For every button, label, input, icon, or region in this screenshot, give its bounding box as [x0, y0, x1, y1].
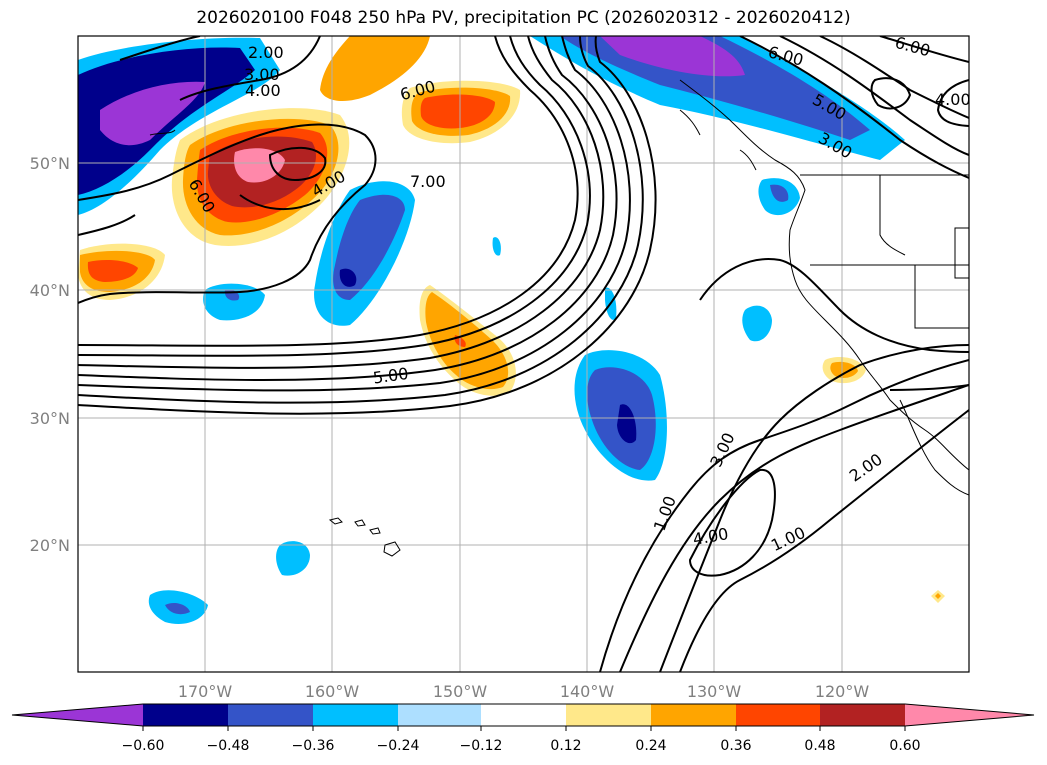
- colorbar-tick-label: −0.60: [122, 738, 165, 754]
- colorbar-segment: [820, 704, 905, 726]
- colorbar-tick-label: 0.48: [804, 738, 835, 754]
- contour-label: 3.00: [244, 65, 280, 84]
- colorbar: −0.60 −0.48 −0.36 −0.24 −0.12 0.12 0.24 …: [11, 703, 1035, 754]
- lat-label: 50°N: [30, 154, 70, 173]
- lon-label: 150°W: [433, 682, 488, 701]
- lon-label: 140°W: [560, 682, 615, 701]
- colorbar-tick-label: −0.12: [460, 738, 503, 754]
- contour-label: 2.00: [248, 43, 284, 62]
- contour-label: 5.00: [372, 364, 410, 388]
- coastlines: [149, 79, 969, 557]
- negative-precip-shading: [78, 36, 905, 625]
- colorbar-extend-low: [12, 704, 143, 726]
- colorbar-segment: [481, 704, 566, 726]
- colorbar-segment: [143, 704, 228, 726]
- colorbar-tick-label: 0.36: [720, 738, 751, 754]
- map-panel: 2.00 3.00 4.00 6.00 7.00 6.00 4.00 5.00 …: [78, 36, 971, 672]
- lon-label: 160°W: [305, 682, 360, 701]
- colorbar-segment: [228, 704, 313, 726]
- colorbar-segment: [566, 704, 651, 726]
- contour-label: 4.00: [245, 81, 281, 100]
- figure-title: 2026020100 F048 250 hPa PV, precipitatio…: [196, 8, 851, 28]
- colorbar-tick-label: 0.24: [635, 738, 666, 754]
- colorbar-tick-label: 0.12: [550, 738, 581, 754]
- colorbar-segment: [398, 704, 481, 726]
- colorbar-tick-label: 0.60: [889, 738, 920, 754]
- map-frame: [77, 35, 970, 673]
- pv-contours: [78, 36, 969, 672]
- colorbar-segment: [651, 704, 736, 726]
- map-gridlines: [78, 36, 969, 672]
- colorbar-tick-label: −0.24: [377, 738, 420, 754]
- lon-label: 130°W: [687, 682, 742, 701]
- lat-label: 40°N: [30, 281, 70, 300]
- colorbar-extend-high: [905, 704, 1034, 726]
- colorbar-tick-label: −0.36: [292, 738, 335, 754]
- colorbar-segment: [313, 704, 398, 726]
- contour-label: 7.00: [410, 172, 446, 191]
- lon-label: 120°W: [815, 682, 870, 701]
- longitude-labels: 170°W 160°W 150°W 140°W 130°W 120°W: [178, 682, 870, 701]
- colorbar-tick-label: −0.48: [207, 738, 250, 754]
- lat-label: 30°N: [30, 409, 70, 428]
- contour-label: 4.00: [935, 90, 971, 109]
- lon-label: 170°W: [178, 682, 233, 701]
- colorbar-segment: [736, 704, 820, 726]
- latitude-labels: 20°N 30°N 40°N 50°N: [30, 154, 70, 555]
- positive-precip-shading: [78, 36, 945, 603]
- lat-label: 20°N: [30, 536, 70, 555]
